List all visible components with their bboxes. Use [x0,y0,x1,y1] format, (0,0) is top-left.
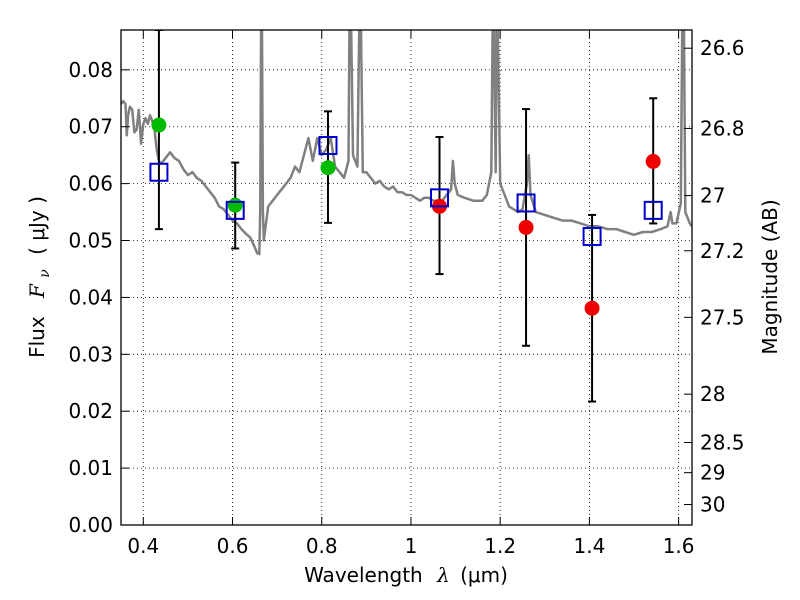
y2-tick-label: 29 [700,461,725,485]
photometry-point-red [518,219,534,235]
y2-tick-label: 26.8 [700,116,745,140]
x-tick-label: 1 [405,534,418,558]
markers [149,117,663,316]
model-spectrum-line [121,30,692,256]
model-flux-square [149,162,169,182]
y2-tick-label: 27 [700,184,725,208]
x-tick-label: 1.6 [663,534,695,558]
y-tick-label: 0.01 [68,456,113,480]
photometry-point-green [151,117,167,133]
model-flux-square [225,200,245,220]
x-tick-label: 1.2 [484,534,516,558]
y2-tick-label: 27.2 [700,239,745,263]
y2-tick-label: 28.5 [700,431,745,455]
photometry-point-red [645,153,661,169]
y2-tick-label: 26.6 [700,36,745,60]
y-axis-label-unit: ( μJy ) [25,196,49,255]
x-axis-label-text: Wavelength [304,563,423,587]
plot-frame [120,29,693,526]
grid [121,30,692,526]
y-tick-label: 0.03 [68,342,113,366]
photometry-point-green [227,197,243,213]
x-tick-label: 0.8 [306,534,338,558]
y-axis-label-subscript: ν [37,269,53,278]
y-axis-label: Flux F ν ( μJy ) [25,196,54,358]
x-tick-label: 1.4 [573,534,605,558]
x-axis-label: Wavelength λ (μm) [304,563,508,587]
photometry-point-green [320,160,336,176]
y-axis-label-symbol: F [25,283,49,299]
y-tick-label: 0.05 [68,229,113,253]
model-flux-square [430,188,450,208]
y-axis-label-text: Flux [25,316,49,358]
y-tick-label: 0.07 [68,115,113,139]
x-tick-label: 0.4 [127,534,159,558]
y2-tick-label: 28 [700,382,725,406]
photometry-point-red [584,300,600,316]
plot-background [121,30,692,525]
model-flux-square [582,227,602,247]
x-axis-label-unit: (μm) [460,563,508,587]
y-tick-label: 0.06 [68,172,113,196]
y2-tick-label: 30 [700,493,725,517]
y2-tick-label: 27.5 [700,305,745,329]
y2-axis-label: Magnitude (AB) [758,199,782,354]
y-tick-label: 0.08 [68,58,113,82]
y-tick-label: 0.02 [68,399,113,423]
model-flux-square [516,193,536,213]
model-layer [121,30,692,256]
x-axis-label-symbol: λ [436,563,450,587]
model-flux-square [318,136,338,155]
x-tick-label: 0.6 [217,534,249,558]
y-tick-label: 0.00 [68,513,113,537]
ticks: 0.4 0.6 0.8 1 1.2 1.4 1.6 0.00 0.01 0.02 0.03 0.04 0… [68,30,745,558]
model-flux-square [643,200,663,220]
y-tick-label: 0.04 [68,285,113,309]
